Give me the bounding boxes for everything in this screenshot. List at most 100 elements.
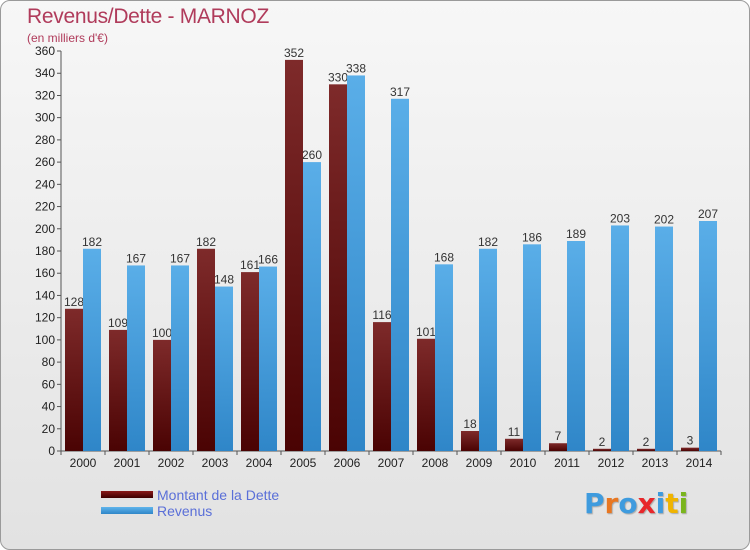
revenue-bar bbox=[171, 265, 189, 451]
data-label: 18 bbox=[463, 417, 477, 431]
x-tick-label: 2000 bbox=[70, 456, 97, 470]
y-tick-label: 140 bbox=[35, 288, 55, 302]
legend-label-debt: Montant de la Dette bbox=[157, 487, 280, 503]
x-tick-label: 2003 bbox=[202, 456, 229, 470]
debt-bar bbox=[153, 339, 171, 451]
revenue-bar bbox=[215, 286, 233, 451]
y-tick-label: 340 bbox=[35, 66, 55, 80]
revenue-bar bbox=[435, 264, 453, 451]
legend-label-revenue: Revenus bbox=[157, 503, 213, 519]
debt-bar bbox=[373, 322, 391, 451]
data-label: 166 bbox=[258, 253, 278, 267]
y-tick-label: 40 bbox=[42, 400, 56, 414]
data-label: 203 bbox=[610, 211, 630, 225]
data-label: 2 bbox=[643, 435, 650, 449]
data-label: 11 bbox=[508, 425, 521, 439]
data-label: 182 bbox=[196, 235, 216, 249]
data-label: 7 bbox=[555, 429, 562, 443]
logo-letter: t bbox=[665, 487, 679, 520]
y-tick-label: 200 bbox=[35, 222, 55, 236]
data-label: 182 bbox=[478, 235, 498, 249]
x-tick-label: 2008 bbox=[422, 456, 449, 470]
chart-subtitle: (en milliers d'€) bbox=[27, 31, 108, 45]
revenue-bar bbox=[83, 248, 101, 451]
legend-swatch-revenue bbox=[101, 507, 153, 514]
data-label: 330 bbox=[328, 70, 348, 84]
data-label: 352 bbox=[284, 46, 304, 60]
chart-title: Revenus/Dette - MARNOZ bbox=[27, 5, 269, 28]
debt-bar bbox=[65, 308, 83, 451]
data-label: 161 bbox=[240, 258, 260, 272]
y-tick-label: 320 bbox=[35, 88, 55, 102]
x-tick-label: 2012 bbox=[598, 456, 625, 470]
debt-bar bbox=[241, 272, 259, 451]
x-tick-label: 2014 bbox=[686, 456, 713, 470]
revenue-bar bbox=[479, 248, 497, 451]
revenue-bar bbox=[523, 244, 541, 451]
data-label: 167 bbox=[126, 251, 146, 265]
data-label: 2 bbox=[599, 435, 606, 449]
data-label: 186 bbox=[522, 230, 542, 244]
y-tick-label: 120 bbox=[35, 311, 55, 325]
debt-bar bbox=[681, 447, 699, 451]
revenue-bar bbox=[259, 266, 277, 451]
logo-letter: r bbox=[604, 487, 619, 520]
revenue-bar bbox=[567, 241, 585, 451]
revenue-bar bbox=[127, 265, 145, 451]
data-label: 338 bbox=[346, 61, 366, 75]
x-tick-label: 2005 bbox=[290, 456, 317, 470]
y-tick-label: 100 bbox=[35, 333, 55, 347]
data-label: 317 bbox=[390, 85, 410, 99]
data-label: 100 bbox=[152, 326, 172, 340]
y-tick-label: 180 bbox=[35, 244, 55, 258]
revenue-bar bbox=[391, 98, 409, 452]
data-label: 168 bbox=[434, 250, 454, 264]
x-tick-label: 2006 bbox=[334, 456, 361, 470]
x-tick-label: 2007 bbox=[378, 456, 405, 470]
y-tick-label: 260 bbox=[35, 155, 55, 169]
logo-letter: x bbox=[637, 487, 656, 520]
y-tick-label: 0 bbox=[48, 444, 55, 458]
data-label: 128 bbox=[64, 295, 84, 309]
x-tick-label: 2001 bbox=[114, 456, 141, 470]
revenue-bar bbox=[611, 225, 629, 451]
data-label: 207 bbox=[698, 207, 718, 221]
debt-bar bbox=[461, 431, 479, 451]
data-label: 182 bbox=[82, 235, 102, 249]
y-tick-label: 360 bbox=[35, 44, 55, 58]
logo-letter: o bbox=[618, 487, 638, 520]
x-tick-label: 2009 bbox=[466, 456, 493, 470]
y-tick-label: 60 bbox=[42, 377, 56, 391]
data-label: 202 bbox=[654, 213, 674, 227]
x-tick-label: 2013 bbox=[642, 456, 669, 470]
revenue-bar bbox=[303, 162, 321, 451]
x-tick-label: 2011 bbox=[554, 456, 580, 470]
debt-bar bbox=[637, 448, 655, 451]
proxiti-logo: Proxiti bbox=[584, 487, 688, 523]
data-label: 3 bbox=[687, 434, 694, 448]
x-tick-label: 2010 bbox=[510, 456, 537, 470]
debt-bar bbox=[109, 329, 127, 451]
y-tick-label: 240 bbox=[35, 177, 55, 191]
y-tick-label: 220 bbox=[35, 200, 55, 214]
debt-bar bbox=[505, 438, 523, 451]
y-tick-label: 20 bbox=[42, 422, 56, 436]
revenue-bar bbox=[699, 221, 717, 451]
debt-bar bbox=[593, 448, 611, 451]
data-label: 189 bbox=[566, 227, 586, 241]
revenue-bar bbox=[347, 75, 365, 451]
debt-bar bbox=[285, 59, 303, 452]
data-label: 167 bbox=[170, 251, 190, 265]
debt-bar bbox=[329, 84, 347, 451]
x-tick-label: 2002 bbox=[158, 456, 185, 470]
legend-swatch-debt bbox=[101, 491, 153, 498]
debt-bar bbox=[417, 338, 435, 451]
logo-letter: P bbox=[584, 487, 605, 520]
logo-letter: i bbox=[678, 487, 689, 520]
data-label: 101 bbox=[416, 325, 436, 339]
data-label: 260 bbox=[302, 148, 322, 162]
y-tick-label: 280 bbox=[35, 133, 55, 147]
y-tick-label: 160 bbox=[35, 266, 55, 280]
